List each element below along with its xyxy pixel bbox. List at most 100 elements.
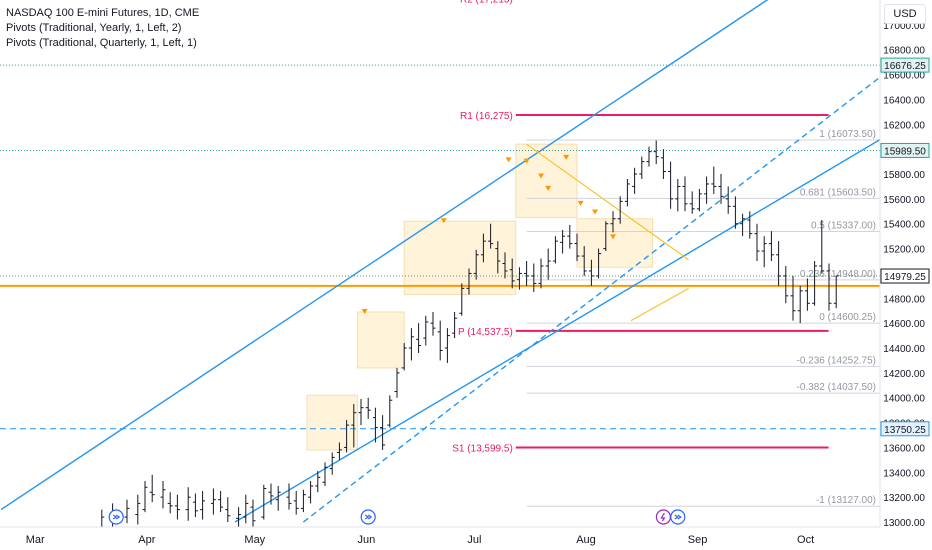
ohlc-bar-21	[286, 483, 292, 510]
icon-glyph	[112, 514, 121, 520]
ohlc-bar-27	[329, 452, 335, 475]
marker-arrow-5	[545, 185, 552, 191]
ohlc-bar-24	[308, 481, 314, 504]
ohlc-bar-18	[261, 484, 267, 520]
event-icon-3[interactable]	[670, 509, 686, 525]
ohlc-bar-59	[560, 229, 566, 254]
ohlc-bar-15	[236, 507, 242, 527]
ohlc-bar-38	[408, 328, 414, 361]
pivots-yearly-indicator[interactable]: Pivots (Traditional, Yearly, 1, Left, 2)	[6, 22, 182, 34]
price-label-text: 15989.50	[884, 146, 926, 157]
ohlc-bar-11	[200, 490, 206, 520]
ohlc-bar-23	[300, 489, 306, 513]
fib-label-1: 0.681 (15603.50)	[800, 187, 876, 198]
ohlc-bar-71	[646, 146, 652, 167]
price-tick-7: 14400.00	[883, 344, 925, 355]
fib-label-5: -0.236 (14252.75)	[796, 355, 876, 366]
marker-arrow-9	[610, 234, 616, 240]
ohlc-bar-89	[776, 241, 782, 286]
ohlc-bar-0	[99, 509, 105, 528]
pattern-markers	[361, 154, 616, 314]
ohlc-bar-87	[761, 236, 767, 268]
horizontal-lines	[0, 64, 880, 430]
ohlc-bar-6	[160, 481, 166, 509]
price-label-0: 16676.25	[880, 57, 930, 73]
ohlc-bar-31	[358, 398, 364, 426]
currency-button[interactable]: USD	[884, 4, 926, 24]
pivot-label-2: P (14,537.5)	[458, 327, 513, 338]
ohlc-bar-36	[394, 367, 400, 398]
ohlc-bar-40	[423, 315, 429, 346]
ohlc-bar-57	[545, 248, 551, 280]
price-label-bg	[880, 57, 930, 73]
time-axis[interactable]: Mar Apr May Jun Jul Aug Sep Oct	[0, 526, 880, 546]
icon-glyph	[660, 512, 666, 522]
ohlc-bar-68	[624, 178, 630, 207]
fib-label-4: 0 (14600.25)	[819, 312, 876, 323]
price-tick-19: 16800.00	[883, 46, 925, 57]
ohlc-bar-52	[509, 258, 515, 289]
price-tick-1: 13200.00	[883, 493, 925, 504]
ohlc-bar-44	[452, 311, 458, 339]
ohlc-bar-63	[588, 259, 594, 286]
channel-lower	[234, 107, 932, 523]
ohlc-bar-95	[819, 219, 825, 274]
ohlc-bar-42	[437, 320, 443, 361]
ohlc-bar-47	[473, 249, 479, 280]
ohlc-bar-74	[668, 161, 674, 209]
ohlc-bar-4	[142, 481, 148, 513]
price-axis[interactable]: 13000.0013200.0013400.0013600.0013800.00…	[879, 0, 932, 550]
ohlc-bar-75	[675, 178, 681, 212]
highlight-box-0	[306, 394, 358, 451]
ohlc-bar-29	[344, 420, 350, 453]
event-icon-1[interactable]	[360, 509, 376, 525]
highlight-box-2	[403, 220, 517, 296]
pivots-quarterly-indicator[interactable]: Pivots (Traditional, Quarterly, 1, Left,…	[6, 37, 197, 49]
price-label-bg	[880, 268, 930, 284]
pattern-lines	[526, 143, 689, 322]
ohlc-bar-20	[275, 485, 281, 511]
ohlc-bar-69	[632, 167, 638, 194]
ohlc-bar-77	[689, 191, 695, 214]
ohlc-bar-28	[336, 442, 342, 460]
price-label-bg	[880, 421, 930, 437]
channel-upper	[0, 0, 769, 511]
price-tick-0: 13000.00	[883, 518, 925, 529]
ohlc-bar-56	[538, 258, 544, 289]
price-label-3: 13750.25	[880, 421, 930, 437]
ohlc-bar-94	[812, 261, 818, 306]
split-icon-2[interactable]	[655, 509, 672, 525]
price-tick-2: 13400.00	[883, 468, 925, 479]
fib-label-7: -1 (13127.00)	[816, 495, 876, 506]
price-tick-5: 14000.00	[883, 394, 925, 405]
price-label-bg	[880, 142, 930, 158]
pivot-levels: R2 (17,213) R1 (16,275) P (14,537.5) S1 (13…	[452, 0, 829, 455]
marker-arrow-8	[592, 209, 598, 215]
event-icon-0[interactable]	[108, 509, 124, 525]
price-label-2: 14979.25	[880, 268, 930, 284]
event-icons[interactable]	[108, 509, 686, 525]
ohlc-bar-30	[351, 403, 357, 448]
ohlc-bar-51	[502, 252, 508, 279]
price-tick-14: 15800.00	[883, 170, 925, 181]
ohlc-bar-54	[524, 261, 530, 286]
ohlc-bar-33	[372, 407, 378, 443]
ohlc-bar-85	[747, 211, 753, 239]
fib-label-6: -0.382 (14037.50)	[796, 382, 876, 393]
time-tick-0: Mar	[26, 534, 45, 546]
pivot-label-1: R1 (16,275)	[460, 111, 513, 122]
fib-label-2: 0.5 (15337.00)	[811, 221, 876, 232]
ohlc-bar-41	[430, 311, 436, 336]
ohlc-bar-58	[552, 236, 558, 264]
price-label-1: 15989.50	[880, 142, 930, 158]
ohlc-bar-17	[250, 499, 256, 527]
ohlc-bar-70	[639, 156, 645, 179]
ohlc-bar-55	[531, 263, 537, 293]
symbol-title[interactable]: NASDAQ 100 E-mini Futures, 1D, CME	[6, 7, 200, 19]
ohlc-bar-45	[459, 283, 465, 316]
marker-arrow-4	[538, 173, 544, 179]
ohlc-bar-9	[185, 487, 191, 521]
channel-middle	[302, 36, 932, 523]
ohlc-bar-26	[322, 462, 328, 486]
